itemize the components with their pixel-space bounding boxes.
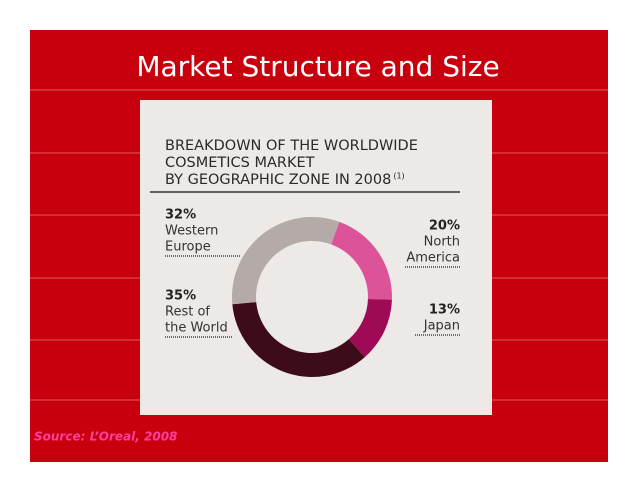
donut-segment [232,302,365,378]
category-label: Europe [165,240,211,255]
donut-segment [232,217,340,305]
category-label: America [406,251,460,266]
slide-title: Market Structure and Size [136,50,499,83]
value-label: 20% [429,219,460,234]
donut-segment [331,221,392,300]
chart-title: BY GEOGRAPHIC ZONE IN 2008 [165,172,391,188]
category-label: Japan [423,319,460,334]
category-label: the World [165,321,228,336]
donut-segment [348,298,392,358]
value-label: 32% [165,208,196,223]
category-label: Rest of [165,305,210,320]
value-label: 13% [429,303,460,318]
category-label: North [424,235,460,250]
title-note: (1) [393,172,404,181]
source-note: Source: L’Oreal, 2008 [34,430,177,444]
chart-title: BREAKDOWN OF THE WORLDWIDE [165,138,418,154]
chart-title: COSMETICS MARKET [165,155,315,171]
category-label: Western [165,224,218,239]
value-label: 35% [165,289,196,304]
